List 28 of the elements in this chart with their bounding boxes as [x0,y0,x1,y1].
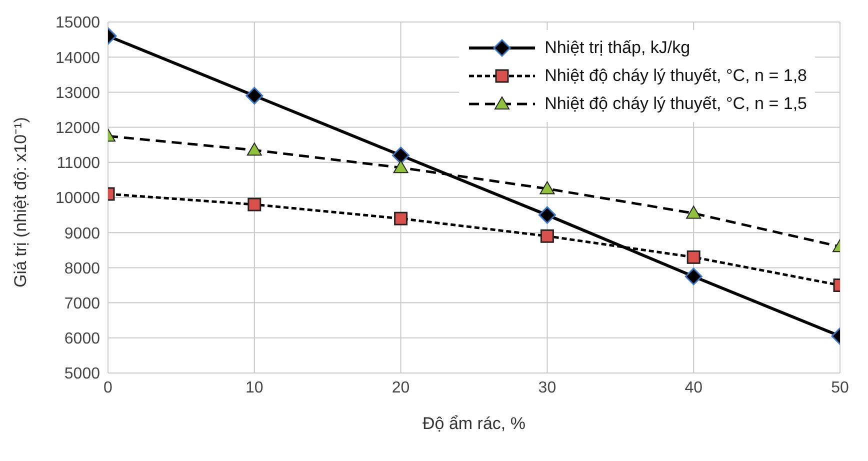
y-tick-label: 11000 [56,155,100,172]
x-tick-label: 30 [538,379,556,396]
y-tick-label: 8000 [64,260,100,278]
point [540,181,555,194]
x-tick-label: 20 [392,379,410,396]
x-tick-label: 0 [104,379,113,396]
y-tick-label: 10000 [56,190,100,208]
y-axis-title: Giá trị (nhiệt độ: x10⁻¹) [11,117,30,288]
point [392,146,410,164]
legend-label: Nhiệt độ cháy lý thuyết, °C, n = 1,5 [544,94,807,114]
y-tick-label: 6000 [64,330,100,348]
point [540,229,554,243]
y-tick-label: 13000 [56,84,100,102]
y-tick-label: 12000 [56,120,100,137]
x-tick-label: 40 [684,379,703,396]
y-tick-label: 5000 [64,366,100,383]
point [538,206,556,224]
y-tick-label: 15000 [56,14,100,32]
legend-label: Nhiệt trị thấp, kJ/kg [544,38,690,58]
legend-label: Nhiệt độ cháy lý thuyết, °C, n = 1,8 [544,66,807,86]
point [393,160,408,174]
point [394,212,408,226]
y-tick-label: 9000 [64,225,100,242]
y-tick-label: 14000 [56,50,100,67]
x-axis-title: Độ ẩm rác, % [422,414,526,433]
x-tick-label: 10 [246,379,264,396]
x-tick-label: 50 [831,379,849,396]
y-tick-label: 7000 [64,295,100,312]
